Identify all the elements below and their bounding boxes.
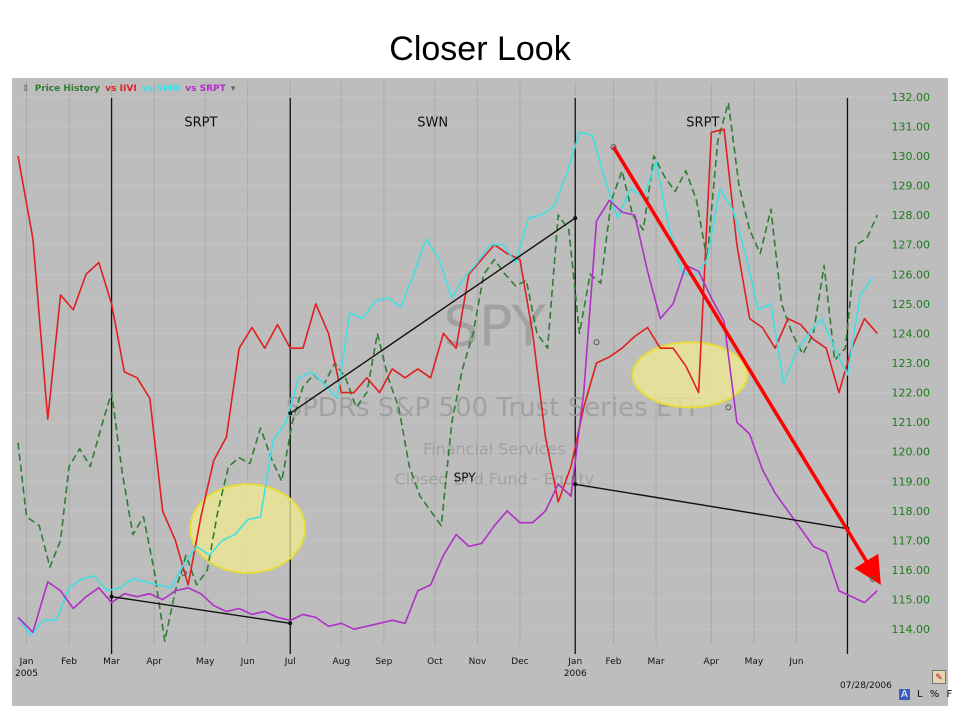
x-tick-label: Jul bbox=[284, 657, 296, 667]
period-label: SRPT bbox=[686, 115, 719, 130]
y-tick-label: 120.00 bbox=[892, 446, 931, 459]
watermark-name: SPDRs S&P 500 Trust Series ETF bbox=[286, 393, 703, 423]
y-tick-label: 129.00 bbox=[892, 180, 931, 193]
tool-button-a[interactable]: A bbox=[899, 689, 910, 700]
y-tick-label: 121.00 bbox=[892, 416, 931, 429]
y-tick-label: 115.00 bbox=[892, 594, 931, 607]
y-tick-label: 125.00 bbox=[892, 298, 931, 311]
event-marker bbox=[869, 575, 876, 582]
dropdown-icon[interactable]: ⇳ bbox=[22, 84, 30, 94]
highlight-ellipse bbox=[189, 483, 307, 575]
legend-bar[interactable]: ⇳ Price History vs IIVI vs SWN vs SRPT ▾ bbox=[22, 84, 237, 94]
series-line-iivi bbox=[17, 128, 878, 586]
event-marker bbox=[593, 339, 600, 346]
y-tick-label: 128.00 bbox=[892, 209, 931, 222]
trend-point bbox=[288, 621, 293, 626]
trend-point bbox=[109, 594, 114, 599]
x-tick-label: Nov bbox=[469, 657, 487, 667]
legend-vs-swn[interactable]: vs SWN bbox=[141, 84, 181, 94]
legend-price-history[interactable]: Price History bbox=[34, 84, 101, 94]
y-tick-label: 124.00 bbox=[892, 327, 931, 340]
annotations bbox=[109, 144, 881, 626]
chevron-down-icon[interactable]: ▾ bbox=[230, 84, 236, 94]
price-chart[interactable]: SRPT SWN SRPT SPY SPDRs S&P 500 Trust Serie… bbox=[12, 78, 948, 706]
y-tick-label: 114.00 bbox=[892, 623, 931, 636]
trend-point bbox=[573, 216, 578, 221]
event-marker bbox=[610, 144, 617, 151]
series-line-srpt bbox=[17, 199, 878, 633]
series-line-swn bbox=[17, 131, 874, 636]
watermark-type: Closed End Fund - Equity bbox=[395, 469, 595, 488]
y-tick-label: 118.00 bbox=[892, 505, 931, 518]
legend-vs-srpt[interactable]: vs SRPT bbox=[185, 84, 226, 94]
trend-line bbox=[575, 483, 848, 530]
edit-icon[interactable]: ✎ bbox=[932, 670, 946, 684]
x-year-label: 2005 bbox=[15, 669, 38, 679]
watermark: SPY SPDRs S&P 500 Trust Series ETF Financi… bbox=[286, 294, 703, 488]
x-tick-label: Oct bbox=[427, 657, 443, 667]
axes: 114.00 115.00 116.00 117.00 118.00 119.00 120.… bbox=[15, 91, 930, 679]
x-tick-label: May bbox=[745, 657, 764, 667]
x-tick-label: Mar bbox=[648, 657, 665, 667]
tool-button-l[interactable]: L bbox=[917, 689, 923, 700]
series-lines bbox=[17, 101, 878, 642]
x-tick-label: Sep bbox=[375, 657, 392, 667]
y-tick-label: 131.00 bbox=[892, 120, 931, 133]
x-tick-label: Mar bbox=[103, 657, 120, 667]
y-tick-label: 119.00 bbox=[892, 475, 931, 488]
x-tick-label: Apr bbox=[146, 657, 162, 667]
x-tick-label: Dec bbox=[511, 657, 528, 667]
y-tick-label: 127.00 bbox=[892, 239, 931, 252]
x-tick-label: May bbox=[196, 657, 215, 667]
x-tick-label: Feb bbox=[606, 657, 622, 667]
y-tick-label: 130.00 bbox=[892, 150, 931, 163]
y-tick-label: 116.00 bbox=[892, 564, 931, 577]
x-tick-label: Jan bbox=[19, 657, 34, 667]
trend-line bbox=[289, 217, 576, 414]
chart-toolbar: A L % F bbox=[899, 689, 956, 700]
event-marker bbox=[180, 570, 187, 577]
chart-panel: SRPT SWN SRPT SPY SPDRs S&P 500 Trust Serie… bbox=[12, 78, 948, 706]
watermark-sector: Financial Services bbox=[423, 440, 566, 459]
event-marker bbox=[725, 404, 732, 411]
y-tick-label: 132.00 bbox=[892, 91, 931, 104]
x-tick-label: Jan bbox=[567, 657, 582, 667]
x-tick-label: Apr bbox=[704, 657, 720, 667]
period-label: SRPT bbox=[184, 115, 217, 130]
red-trend-arrow bbox=[612, 146, 881, 585]
x-tick-label: Aug bbox=[332, 657, 350, 667]
slide-title: Closer Look bbox=[389, 30, 571, 68]
date-stamp: 07/28/2006 bbox=[840, 681, 892, 691]
y-tick-label: 117.00 bbox=[892, 534, 931, 547]
y-tick-label: 123.00 bbox=[892, 357, 931, 370]
tool-button-percent[interactable]: % bbox=[929, 689, 940, 700]
trend-line bbox=[111, 595, 291, 624]
x-tick-label: Feb bbox=[61, 657, 77, 667]
x-tick-label: Jun bbox=[788, 657, 803, 667]
y-tick-label: 122.00 bbox=[892, 387, 931, 400]
legend-vs-iivi[interactable]: vs IIVI bbox=[105, 84, 137, 94]
trend-point bbox=[288, 411, 293, 416]
tool-button-f[interactable]: F bbox=[946, 689, 953, 700]
spy-inline-label: SPY bbox=[454, 470, 477, 484]
y-tick-label: 126.00 bbox=[892, 268, 931, 281]
series-line-spy bbox=[17, 101, 878, 642]
x-year-label: 2006 bbox=[564, 669, 587, 679]
x-tick-label: Jun bbox=[240, 657, 255, 667]
period-label: SWN bbox=[417, 115, 448, 130]
chart-grid: SRPT SWN SRPT bbox=[18, 82, 890, 654]
trend-point bbox=[573, 482, 578, 487]
